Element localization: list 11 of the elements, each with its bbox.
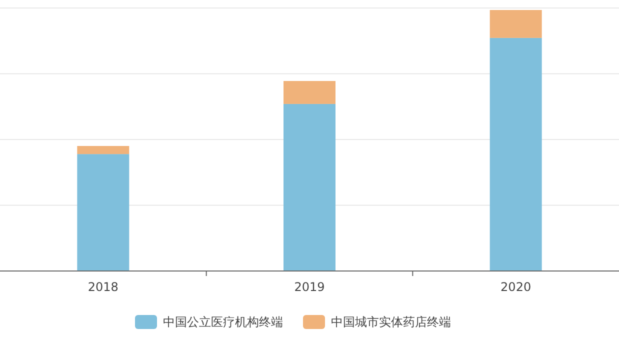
x-tick-label: 2019 (294, 280, 325, 294)
bar (284, 104, 336, 271)
bar (77, 154, 130, 271)
bar (284, 80, 336, 104)
bar (490, 38, 542, 271)
x-tick-label: 2020 (500, 280, 532, 294)
legend-label: 中国城市实体药店终端 (331, 315, 451, 329)
bar (77, 146, 130, 154)
x-tick-label: 2018 (88, 280, 118, 294)
bar (490, 10, 542, 38)
legend-label: 中国公立医疗机构终端 (163, 315, 283, 329)
